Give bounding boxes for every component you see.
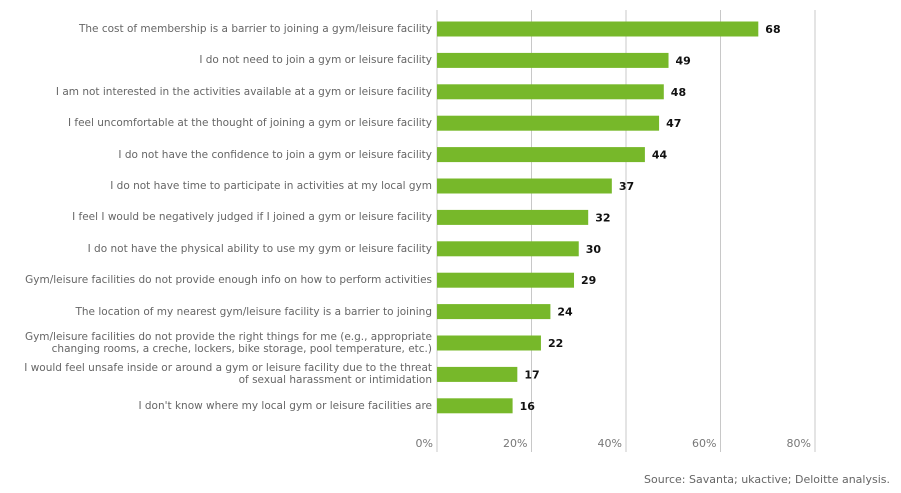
bar (437, 366, 518, 382)
category-label: I feel uncomfortable at the thought of j… (67, 117, 432, 130)
bar (437, 241, 579, 257)
category-label: I feel I would be negatively judged if I… (72, 211, 432, 224)
category-label: The cost of membership is a barrier to j… (78, 23, 432, 35)
value-label: 22 (548, 337, 563, 350)
value-label: 24 (557, 306, 573, 319)
value-label: 32 (595, 211, 610, 224)
category-label: I don't know where my local gym or leisu… (138, 399, 432, 412)
bar (437, 115, 660, 131)
x-tick-label: 80% (787, 437, 811, 450)
category-label: I do not have time to participate in act… (110, 180, 432, 192)
category-label: The location of my nearest gym/leisure f… (75, 305, 432, 318)
category-label: I do not have the physical ability to us… (87, 242, 432, 255)
bar (437, 84, 664, 100)
value-label: 16 (520, 400, 536, 413)
bar (437, 178, 612, 194)
category-label: I do not have the confidence to join a g… (118, 148, 432, 161)
value-label: 68 (765, 23, 780, 36)
value-label: 44 (652, 149, 668, 162)
bar (437, 272, 575, 288)
bar (437, 209, 589, 225)
category-label: I would feel unsafe inside or around a g… (24, 362, 432, 387)
category-label: Gym/leisure facilities do not provide th… (24, 331, 432, 355)
value-label: 37 (619, 180, 634, 193)
bar (437, 21, 759, 37)
value-label: 48 (671, 86, 686, 99)
value-label: 47 (666, 117, 681, 130)
bar (437, 304, 551, 320)
x-tick-label: 60% (692, 437, 716, 450)
category-label: Gym/leisure facilities do not provide en… (25, 274, 432, 287)
category-label: I am not interested in the activities av… (55, 85, 432, 98)
bar (437, 398, 513, 414)
value-label: 30 (586, 243, 602, 256)
value-label: 29 (581, 274, 596, 287)
value-label: 17 (524, 368, 539, 381)
value-label: 49 (676, 54, 691, 67)
x-tick-label: 20% (503, 437, 527, 450)
bar (437, 335, 541, 351)
bar (437, 52, 669, 68)
category-label: I do not need to join a gym or leisure f… (199, 54, 432, 67)
x-tick-label: 40% (598, 437, 622, 450)
x-tick-label: 0% (416, 437, 433, 450)
bar (437, 147, 645, 163)
source: Source: Savanta; ukactive; Deloitte anal… (644, 473, 890, 486)
